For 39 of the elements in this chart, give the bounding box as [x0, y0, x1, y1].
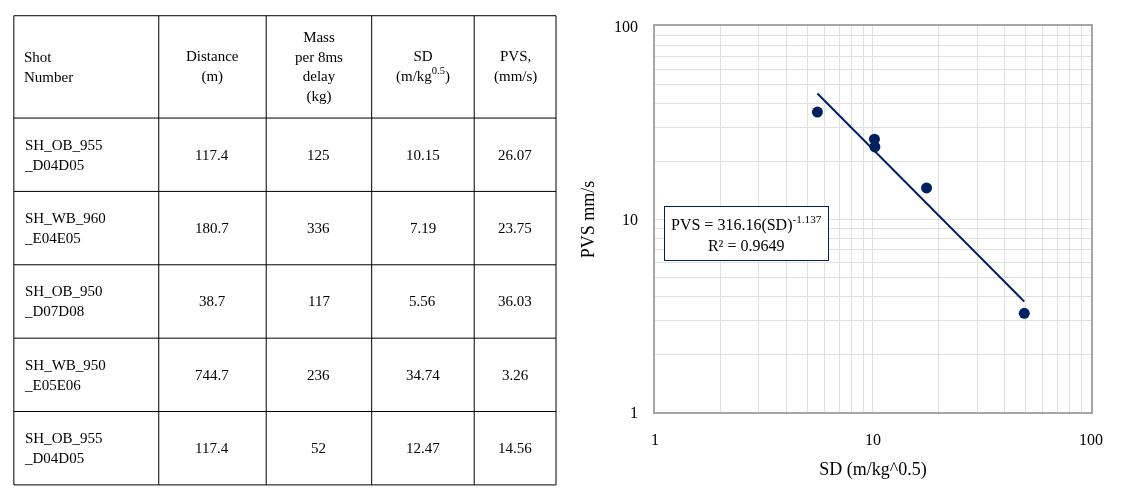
text: 744.7	[195, 367, 230, 383]
text: 12.47	[406, 440, 441, 456]
text: 23.75	[498, 220, 532, 236]
y-axis-title: PVS mm/s	[577, 180, 598, 259]
text: 336	[307, 220, 330, 236]
text: PVS = 316.16(SD)$^{-1.137}$ R² = 0.9649	[671, 213, 822, 254]
text: 26.07	[498, 147, 533, 163]
text: 236	[307, 367, 330, 383]
text: Shot Number	[24, 49, 74, 85]
text: SH_WB_960 _E04E05	[24, 210, 106, 246]
text: 36.03	[498, 293, 532, 309]
y-tick-label: 100	[613, 18, 638, 36]
x-tick-label: 1	[650, 431, 659, 449]
text: SH_OB_955 _D04D05	[24, 430, 103, 466]
text: 34.74	[406, 367, 441, 383]
text: 117.4	[195, 147, 229, 163]
text: 117	[308, 293, 331, 309]
text: 52	[311, 440, 326, 456]
text: 3.26	[502, 367, 529, 383]
y-tick-label: 10	[621, 211, 638, 229]
text: 10.15	[406, 147, 440, 163]
text: SH_OB_950 _D07D08	[24, 283, 103, 319]
text: PVS, (mm/s)	[494, 48, 538, 85]
text: 5.56	[409, 293, 436, 309]
text: Distance (m)	[186, 48, 239, 85]
text: 125	[307, 147, 330, 163]
text: SH_OB_955 _D04D05	[24, 137, 103, 173]
text: 117.4	[195, 440, 229, 456]
x-axis-title: SD (m/kg^0.5)	[819, 458, 927, 480]
y-tick-label: 1	[629, 403, 638, 421]
text: SD (m/kg$^{0.5}$)	[396, 48, 450, 85]
text: Mass per 8ms delay (kg)	[295, 29, 344, 105]
text: 38.7	[199, 293, 226, 309]
text: SH_WB_950 _E05E06	[24, 357, 106, 393]
x-tick-label: 10	[865, 431, 881, 449]
text: 180.7	[195, 220, 230, 236]
x-tick-label: 100	[1079, 431, 1104, 449]
text: 14.56	[498, 440, 533, 456]
text: 7.19	[410, 220, 437, 236]
